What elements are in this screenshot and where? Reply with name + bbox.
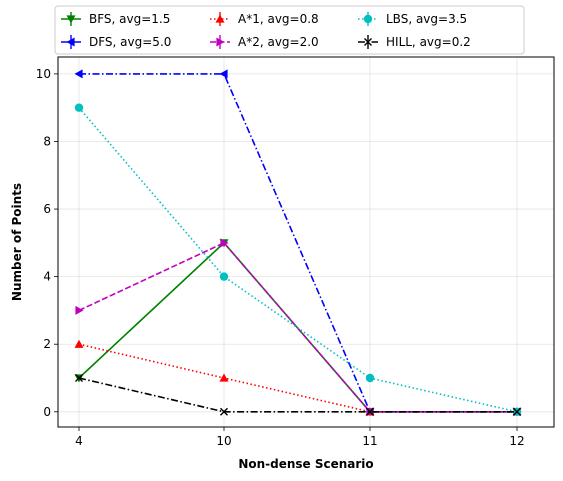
data-point — [74, 103, 84, 112]
legend-box — [54, 5, 525, 55]
legend-marker — [363, 14, 373, 24]
series-1 — [74, 69, 521, 417]
legend: BFS, avg=1.5 DFS, avg=5.0 A*1, avg=0.8 A*2,… — [54, 5, 525, 55]
x-tick-label: 11 — [362, 434, 377, 448]
y-tick-label: 6 — [43, 202, 51, 216]
data-point — [219, 373, 229, 382]
y-tick-label: 4 — [43, 270, 51, 284]
data-point — [219, 272, 229, 281]
data-point — [365, 373, 375, 383]
data-point — [75, 305, 84, 315]
data-point — [513, 407, 521, 416]
series-line — [78, 343, 517, 413]
data-point — [219, 69, 228, 79]
data-point — [220, 238, 229, 248]
series-5 — [75, 374, 521, 416]
legend-label: HILL, avg=0.2 — [386, 35, 471, 49]
legend-label: DFS, avg=5.0 — [89, 35, 171, 49]
plot-frame — [57, 56, 555, 428]
x-tick-label: 4 — [75, 434, 83, 448]
y-axis-label: Number of Points — [10, 183, 24, 301]
legend-marker — [364, 38, 372, 46]
series-3 — [75, 238, 522, 417]
legend-label: A*2, avg=2.0 — [238, 35, 319, 49]
y-tick-label: 2 — [43, 337, 51, 351]
data-point — [75, 374, 83, 382]
series-line — [78, 107, 518, 413]
series-2 — [74, 339, 522, 416]
legend-entry: BFS, avg=1.5 — [61, 12, 170, 26]
legend-label: A*1, avg=0.8 — [238, 12, 319, 26]
series-line — [78, 377, 517, 413]
y-tick-label: 10 — [36, 67, 51, 81]
legend-marker — [216, 37, 225, 47]
legend-entry: A*2, avg=2.0 — [210, 35, 319, 49]
data-point — [74, 69, 83, 79]
legend-entry: DFS, avg=5.0 — [61, 35, 171, 49]
axis-ticks: 4 10 11 12 0 2 4 6 8 10 — [36, 67, 525, 448]
data-point — [74, 339, 84, 348]
series-layer — [74, 69, 522, 417]
legend-label: BFS, avg=1.5 — [89, 12, 170, 26]
legend-entry: A*1, avg=0.8 — [210, 12, 319, 26]
x-tick-label: 10 — [216, 434, 231, 448]
x-tick-label: 12 — [509, 434, 524, 448]
y-tick-label: 8 — [43, 134, 51, 148]
x-axis-label: Non-dense Scenario — [238, 457, 373, 471]
data-point — [366, 407, 374, 416]
legend-marker — [66, 37, 75, 47]
series-line — [78, 242, 517, 413]
legend-entry: LBS, avg=3.5 — [358, 12, 467, 26]
series-4 — [74, 103, 522, 416]
y-tick-label: 0 — [43, 405, 51, 419]
data-point — [220, 407, 228, 416]
series-line — [79, 73, 517, 413]
grid-lines — [58, 57, 554, 427]
legend-entry: HILL, avg=0.2 — [358, 35, 471, 49]
legend-label: LBS, avg=3.5 — [386, 12, 467, 26]
legend-marker — [66, 15, 76, 24]
legend-marker — [215, 14, 225, 23]
